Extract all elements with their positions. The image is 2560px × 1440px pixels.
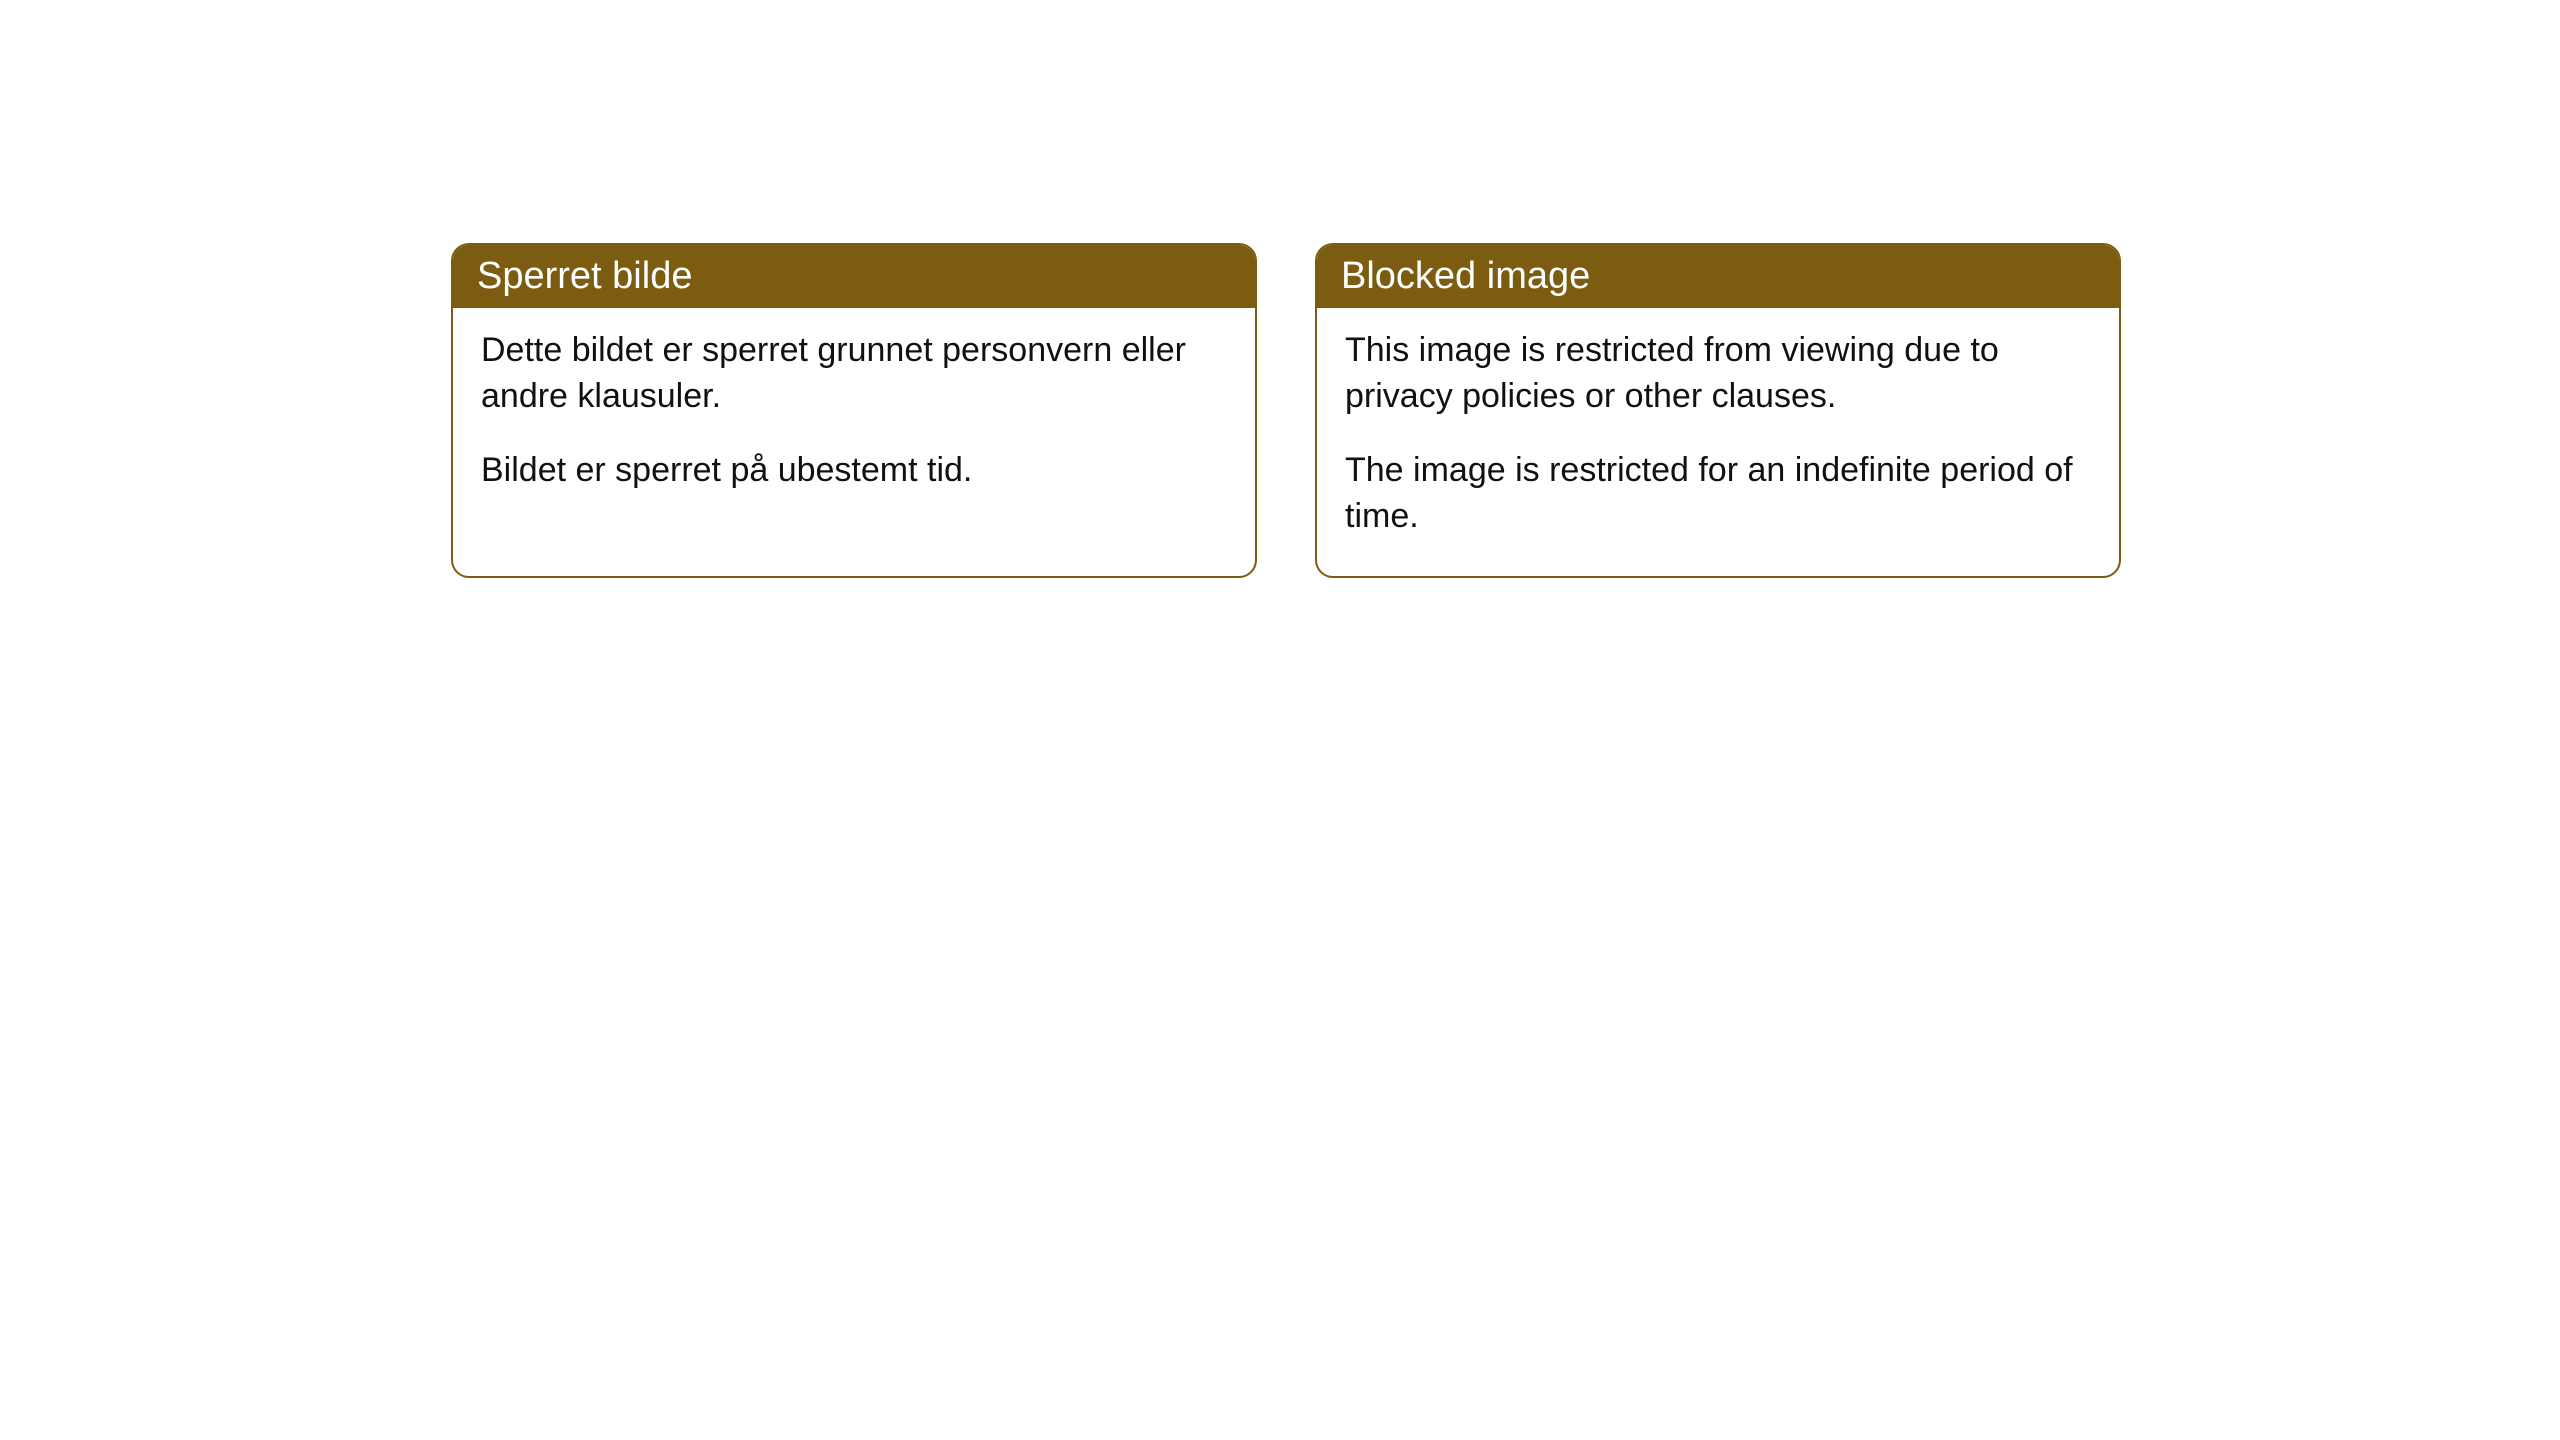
card-header: Blocked image [1317, 245, 2119, 308]
card-title: Blocked image [1341, 255, 1590, 297]
card-paragraph: This image is restricted from viewing du… [1345, 328, 2091, 420]
card-container: Sperret bilde Dette bildet er sperret gr… [451, 243, 2121, 578]
card-paragraph: Bildet er sperret på ubestemt tid. [481, 448, 1227, 494]
card-body: This image is restricted from viewing du… [1317, 308, 2119, 576]
card-header: Sperret bilde [453, 245, 1255, 308]
blocked-image-card-no: Sperret bilde Dette bildet er sperret gr… [451, 243, 1257, 578]
card-paragraph: The image is restricted for an indefinit… [1345, 448, 2091, 540]
card-body: Dette bildet er sperret grunnet personve… [453, 308, 1255, 530]
blocked-image-card-en: Blocked image This image is restricted f… [1315, 243, 2121, 578]
card-paragraph: Dette bildet er sperret grunnet personve… [481, 328, 1227, 420]
card-title: Sperret bilde [477, 255, 692, 297]
